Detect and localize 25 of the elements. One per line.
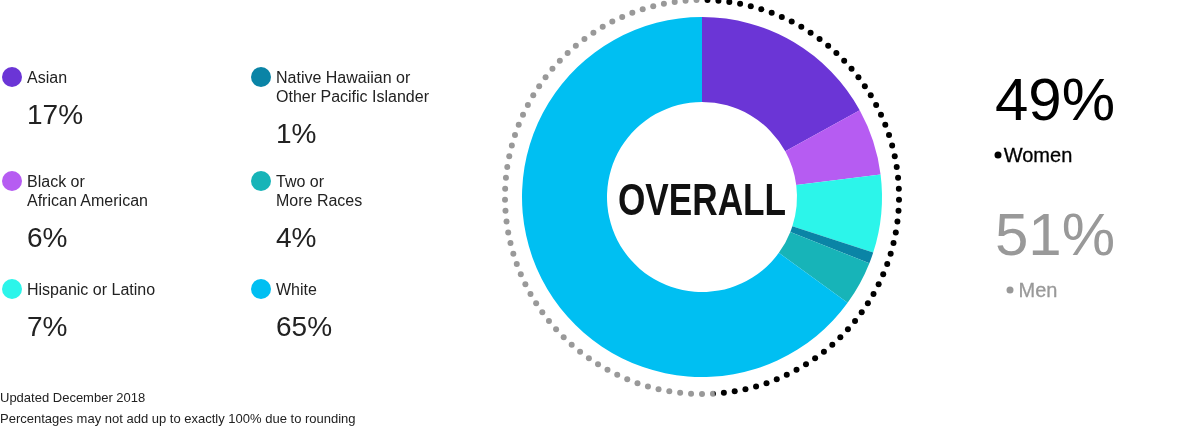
text: Updated December 2018 [0, 390, 146, 405]
legend-label: Native Hawaiian or Other Pacific Islander [276, 69, 430, 105]
donut-slice [792, 174, 882, 253]
data-label: 4% [276, 222, 317, 253]
donut-slice [778, 231, 870, 303]
data-label: 7% [27, 311, 68, 342]
legend-label: Women [1003, 144, 1073, 166]
text: Percentages may not add up to exactly 100% due to rounding [0, 411, 356, 426]
legend-label: Asian [27, 69, 68, 86]
data-label: 51% [994, 201, 1116, 268]
legend-label: Hispanic or Latino [27, 281, 156, 298]
legend-label: Men [1018, 279, 1058, 301]
data-label: 65% [276, 311, 333, 342]
donut-slice [702, 17, 860, 152]
donut-slice [522, 17, 848, 377]
donut-slice [790, 226, 874, 264]
donut-slice [785, 110, 881, 186]
legend-label: Two or More Races [276, 173, 363, 209]
data-label: 6% [27, 222, 68, 253]
data-label: 1% [276, 118, 317, 149]
data-label: 49% [994, 66, 1116, 133]
legend-label: Black or African American [27, 173, 148, 209]
text: OVERALL [617, 175, 787, 224]
legend-label: White [276, 281, 317, 298]
data-label: 17% [27, 99, 84, 130]
